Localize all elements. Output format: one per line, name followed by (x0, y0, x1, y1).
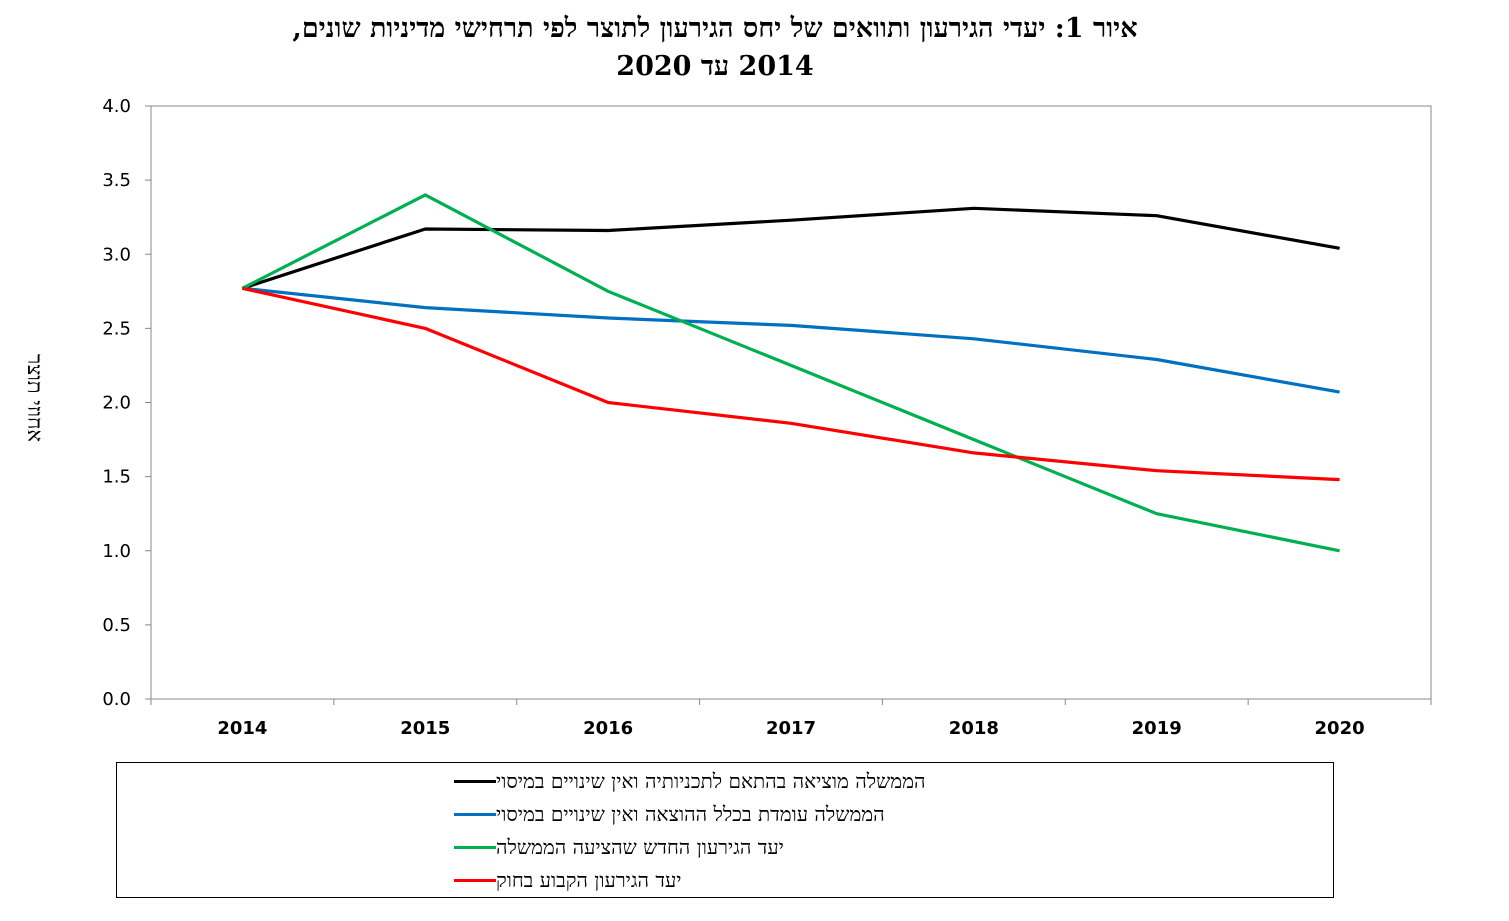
legend-label: הממשלה עומדת בכלל ההוצאה ואין שינויים במ… (496, 801, 885, 826)
y-tick-label: 3.0 (102, 244, 131, 265)
y-tick-label: 2.5 (102, 318, 131, 339)
x-tick-label: 2014 (217, 718, 267, 739)
y-tick-label: 0.0 (102, 689, 131, 710)
x-tick-label: 2020 (1315, 718, 1365, 739)
series-lines (241, 193, 1340, 553)
chart-title: איור 1: יעדי הגירעון ותוואים של יחס הגיר… (120, 10, 1310, 86)
legend-label: יעד הגירעון הקבוע בחוק (496, 867, 682, 892)
y-tick-label: 1.5 (102, 467, 131, 488)
series-line-1 (241, 206, 1340, 290)
x-tick-label: 2015 (400, 718, 450, 739)
x-tick-label: 2017 (766, 718, 816, 739)
legend-swatch (454, 779, 496, 783)
chart-title-line1: איור 1: יעדי הגירעון ותוואים של יחס הגיר… (292, 13, 1138, 44)
x-tick-label: 2019 (1132, 718, 1182, 739)
legend-swatch (454, 845, 496, 849)
legend-item-2: הממשלה עומדת בכלל ההוצאה ואין שינויים במ… (452, 799, 1152, 829)
series-line-3 (241, 193, 1340, 553)
legend-label: יעד הגירעון החדש שהציעה הממשלה (496, 834, 784, 859)
legend-item-4: יעד הגירעון הקבוע בחוק (452, 865, 1152, 895)
chart-title-line2: 2014 עד 2020 (616, 51, 814, 82)
x-ticks: 2014 2015 2016 2017 2018 2019 2020 (150, 699, 1432, 739)
legend-item-3: יעד הגירעון החדש שהציעה הממשלה (452, 832, 1152, 862)
series-line-2 (242, 286, 1340, 394)
axes (150, 106, 1431, 700)
y-tick-label: 0.5 (102, 615, 131, 636)
series-line-4 (242, 286, 1340, 482)
x-tick-label: 2018 (949, 718, 999, 739)
y-axis-label: אחוזי תוצר (23, 354, 47, 442)
legend-item-1: הממשלה מוציאה בהתאם לתכניותיה ואין שינוי… (452, 766, 1152, 796)
y-tick-label: 1.0 (102, 541, 131, 562)
legend-label: הממשלה מוציאה בהתאם לתכניותיה ואין שינוי… (496, 768, 926, 793)
y-tick-label: 2.0 (102, 393, 131, 414)
y-ticks: 0.0 0.5 1.0 1.5 2.0 2.5 3.0 3.5 4.0 (102, 96, 151, 710)
plot-area (150, 105, 1432, 700)
legend: הממשלה מוציאה בהתאם לתכניותיה ואין שינוי… (116, 762, 1334, 898)
x-tick-label: 2016 (583, 718, 633, 739)
legend-swatch (454, 878, 496, 882)
y-tick-label: 4.0 (102, 96, 131, 117)
legend-swatch (454, 812, 496, 816)
y-tick-label: 3.5 (102, 170, 131, 191)
line-chart: 0.0 0.5 1.0 1.5 2.0 2.5 3.0 3.5 4.0 2014 2015 2016… (23, 96, 1432, 739)
